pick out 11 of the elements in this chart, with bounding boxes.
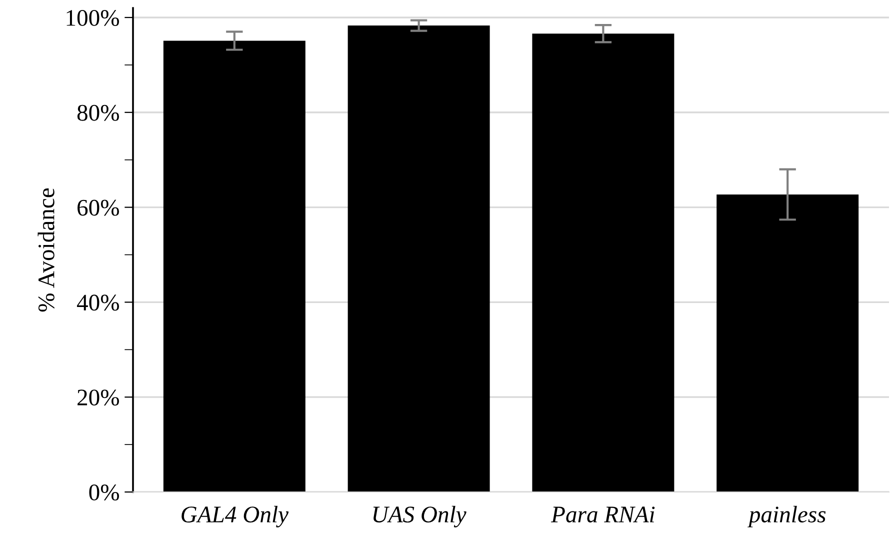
y-tick-label: 0%: [89, 484, 119, 500]
y-tick-label: 80%: [77, 104, 119, 121]
x-tick-label: painless: [748, 506, 826, 528]
x-tick-label: GAL4 Only: [182, 506, 289, 528]
y-axis-title: % Avoidance: [38, 188, 54, 312]
y-tick-label: 60%: [78, 200, 119, 216]
y-tick-label: 20%: [78, 390, 119, 406]
x-tick-label: UAS Only: [373, 506, 466, 528]
x-tick-label: Para RNAi: [550, 506, 655, 523]
y-tick-label: 40%: [76, 294, 119, 311]
y-tick-label: 100%: [66, 10, 119, 26]
